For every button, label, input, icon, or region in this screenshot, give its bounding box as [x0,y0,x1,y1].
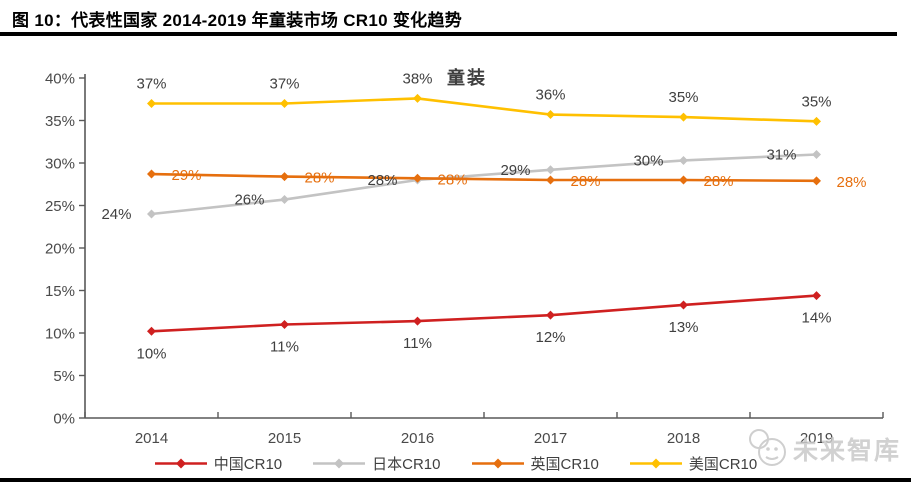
data-label: 28% [837,174,867,191]
chart-legend: 中国CR10 日本CR10 英国CR10 美国CR10 [0,452,911,474]
series-china-cr10-line [150,294,818,333]
x-tick-label: 2019 [800,430,833,447]
y-tick-label: 30% [45,156,75,173]
y-tick-label: 0% [53,411,75,428]
y-tick-label: 40% [45,71,75,88]
y-tick-label: 10% [45,326,75,343]
series-china-cr10-marker [679,300,688,310]
series-japan-cr10-marker [147,209,156,219]
y-tick-label: 20% [45,241,75,258]
y-tick-label: 5% [53,368,75,385]
data-label: 38% [402,70,432,87]
legend-label: 中国CR10 [213,455,283,473]
legend-item-china: 中国CR10 [154,453,282,474]
series-china-cr10-marker [812,291,821,301]
series-us-cr10-marker [546,110,555,120]
legend-label: 日本CR10 [372,455,441,473]
data-label: 10% [136,345,166,362]
x-tick-label: 2015 [268,430,301,447]
series-china-cr10-marker [413,316,422,326]
series-uk-cr10-line [150,172,818,183]
data-label: 30% [633,152,663,169]
bottom-rule [0,478,911,482]
legend-item-japan: 日本CR10 [312,453,441,474]
x-tick-label: 2016 [401,430,434,447]
series-uk-cr10-marker [812,176,821,186]
data-label: 37% [269,76,299,93]
data-label: 28% [438,171,468,188]
series-uk-cr10-marker [679,175,688,185]
y-tick-label: 25% [45,198,75,215]
x-tick-label: 2017 [534,430,567,447]
series-japan-cr10-marker [679,155,688,165]
legend-item-uk: 英国CR10 [471,453,599,474]
figure-title: 图 10：代表性国家 2014-2019 年童装市场 CR10 变化趋势 [12,11,463,30]
series-us-cr10-line [150,97,818,123]
series-china-cr10-marker [147,326,156,336]
chart-inner-title: 童装 [447,68,487,88]
data-label: 26% [234,192,264,209]
data-label: 12% [535,329,565,346]
legend-marker-icon [154,458,207,468]
data-label: 28% [305,170,335,187]
series-uk-cr10-marker [413,173,422,183]
legend-marker-icon [313,458,366,468]
data-label: 11% [403,335,432,352]
data-label: 29% [500,162,530,179]
series-japan-cr10-marker [812,150,821,159]
data-label: 13% [668,319,698,336]
series-us-cr10-marker [812,116,821,126]
data-label: 36% [535,87,565,104]
legend-label: 美国CR10 [688,455,758,473]
legend-marker-icon [471,458,524,468]
series-us-cr10-marker [679,112,688,122]
series-japan-cr10-marker [546,165,555,175]
y-tick-label: 35% [45,113,75,130]
data-label: 35% [668,89,698,106]
series-japan-cr10-marker [280,195,289,205]
series-china-cr10-marker [280,320,289,329]
data-label: 14% [801,310,831,327]
y-tick-label: 15% [45,283,75,300]
data-label: 28% [704,173,734,190]
legend-label: 英国CR10 [530,455,599,473]
data-label: 28% [367,172,397,189]
data-label: 28% [571,173,601,190]
series-uk-cr10-marker [280,172,289,182]
data-label: 11% [270,339,299,356]
series-uk-cr10-marker [546,175,555,185]
series-us-cr10-marker [147,99,156,108]
legend-marker-icon [629,458,682,468]
title-underline [0,32,897,36]
data-label: 29% [172,167,202,184]
data-label: 24% [101,206,131,223]
data-label: 37% [136,76,166,93]
x-tick-label: 2014 [135,430,168,447]
data-label: 35% [801,93,831,110]
series-uk-cr10-marker [147,169,156,179]
data-label: 31% [766,147,796,164]
series-china-cr10-marker [546,310,555,320]
series-us-cr10-marker [413,93,422,103]
x-tick-label: 2018 [667,430,700,447]
series-japan-cr10-line [150,153,818,216]
legend-item-us: 美国CR10 [629,453,757,474]
series-us-cr10-marker [280,99,289,108]
